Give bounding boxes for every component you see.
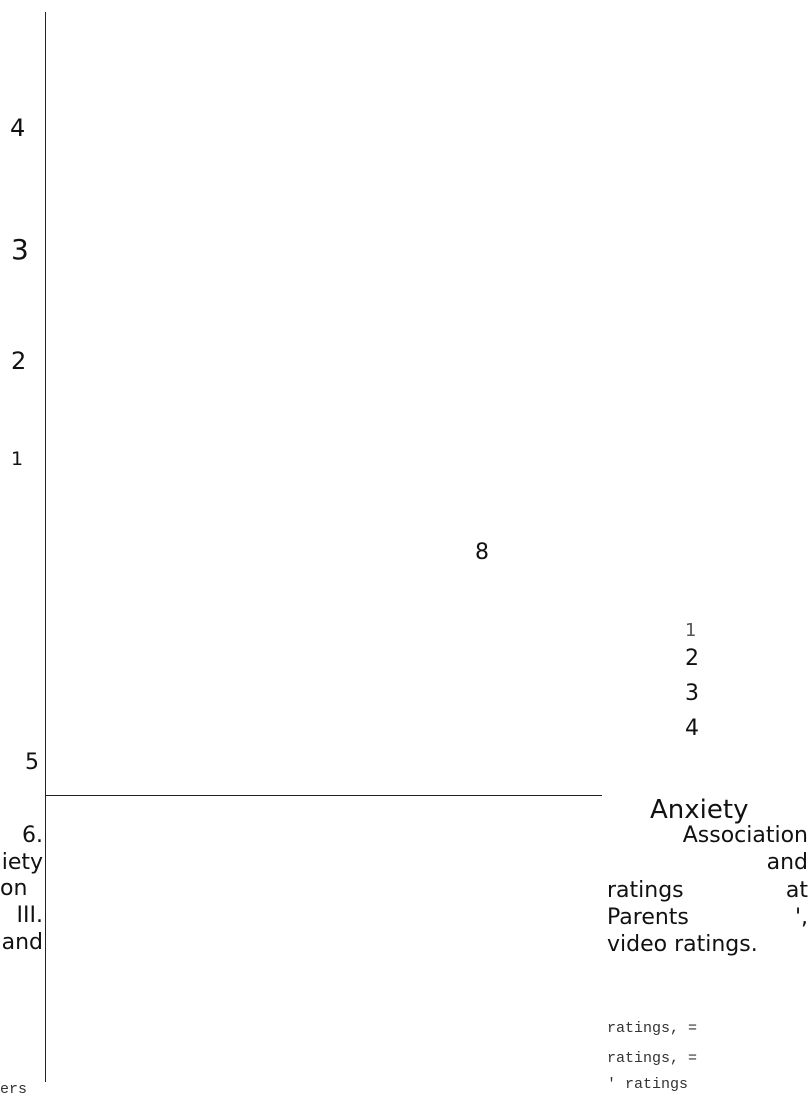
right-line-association: Association	[682, 823, 808, 848]
left-fragment-6: ers	[0, 1081, 28, 1098]
right-scale-1: 1	[685, 620, 697, 641]
vertical-axis-line	[45, 12, 46, 1082]
left-fragment-2: iety	[1, 850, 43, 875]
right-line-and: and	[766, 850, 808, 875]
left-tick-4: 4	[10, 114, 26, 142]
right-line-ratings: ratings	[607, 878, 684, 903]
left-fragment-1: 6.	[22, 823, 43, 848]
right-line-at: at	[785, 878, 808, 903]
right-scale-2: 2	[685, 646, 699, 671]
right-scale-4: 4	[685, 716, 699, 741]
left-tick-3: 3	[11, 233, 29, 266]
left-fragment-4: III.	[16, 903, 43, 928]
left-tick-1: 1	[11, 448, 24, 470]
right-line-parents: Parents	[607, 905, 689, 930]
right-mono-3: ' ratings	[607, 1076, 689, 1093]
anxiety-heading: Anxiety	[650, 795, 749, 825]
right-line-video-ratings: video ratings.	[607, 932, 758, 957]
left-tick-5: 5	[25, 750, 39, 775]
center-label: 8	[475, 540, 489, 565]
horizontal-axis-line	[45, 795, 602, 796]
right-mono-2: ratings, =	[607, 1050, 698, 1067]
left-tick-2: 2	[11, 347, 27, 375]
right-line-apostrophe: ',	[794, 905, 808, 930]
right-mono-1: ratings, =	[607, 1020, 698, 1037]
right-scale-3: 3	[685, 681, 699, 706]
left-fragment-3: on	[0, 876, 28, 901]
left-fragment-5: and	[1, 930, 43, 955]
